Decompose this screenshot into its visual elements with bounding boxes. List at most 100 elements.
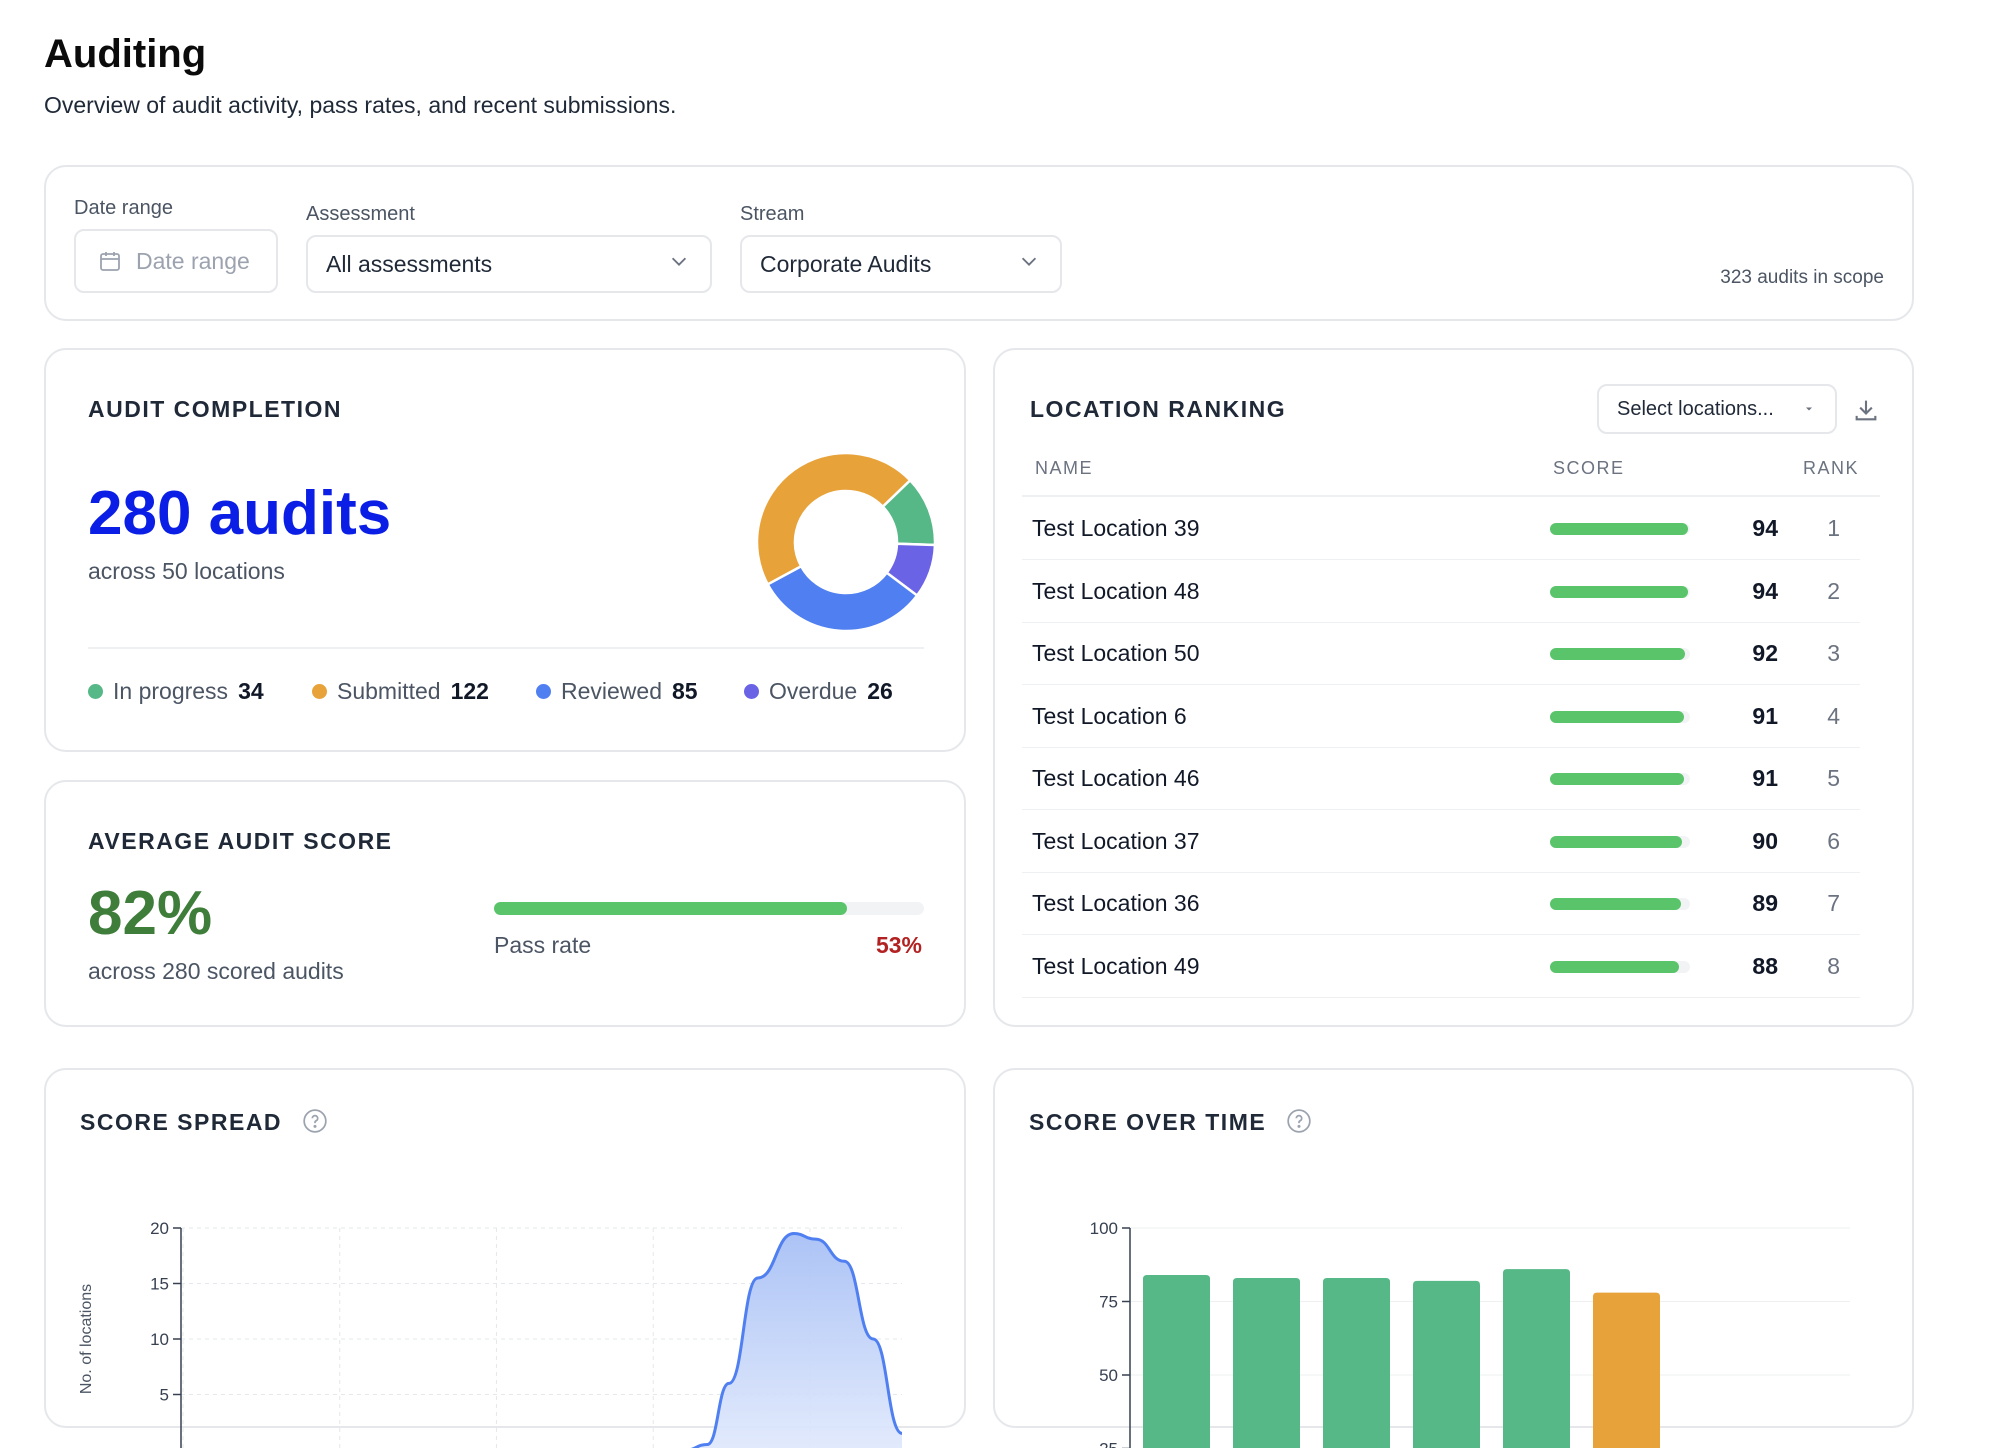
legend-dot [312,684,327,699]
location-name: Test Location 50 [1032,640,1200,667]
average-score-value: 82% [88,878,212,949]
score-bar-fill [1550,711,1684,723]
location-score: 90 [1718,828,1778,855]
location-rank: 1 [1827,515,1840,542]
score-spread-title: SCORE SPREAD [80,1108,328,1140]
legend-label: Submitted [337,678,441,705]
score-over-time-title: SCORE OVER TIME [1029,1108,1312,1140]
legend-value: 34 [238,678,264,705]
y-tick-label: 25 [1099,1440,1118,1448]
y-tick-label: 20 [150,1219,169,1238]
location-score: 92 [1718,640,1778,667]
y-tick-label: 10 [150,1330,169,1349]
score-bar-fill [1550,773,1684,785]
date-range-label: Date range [74,197,173,220]
score-bar[interactable] [1233,1278,1300,1448]
score-spread-title-text: SCORE SPREAD [80,1109,282,1135]
score-bar-fill [1550,836,1682,848]
score-bar-fill [1550,648,1685,660]
score-bar[interactable] [1323,1278,1390,1448]
audit-count-sub: across 50 locations [88,558,285,585]
location-name: Test Location 37 [1032,828,1200,855]
legend-value: 85 [672,678,698,705]
location-rank: 7 [1827,890,1840,917]
assessment-label: Assessment [306,203,415,226]
score-bar[interactable] [1503,1269,1570,1448]
legend-reviewed: Reviewed 85 [536,678,698,705]
score-bar-track [1550,711,1690,723]
score-over-time-title-text: SCORE OVER TIME [1029,1109,1266,1135]
score-over-time-chart: 100755025 [995,1148,1912,1448]
location-rank: 6 [1827,828,1840,855]
score-bar-track [1550,961,1690,973]
legend-submitted: Submitted 122 [312,678,489,705]
select-locations-dropdown[interactable]: Select locations... [1597,384,1837,434]
score-bar-track [1550,586,1690,598]
location-name: Test Location 49 [1032,953,1200,980]
location-rank: 4 [1827,703,1840,730]
score-bar-fill [1550,961,1679,973]
location-score: 94 [1718,515,1778,542]
score-bar-track [1550,773,1690,785]
y-tick-label: 5 [160,1386,169,1405]
legend-in-progress: In progress 34 [88,678,264,705]
score-bar-track [1550,648,1690,660]
divider [88,647,924,649]
stream-value: Corporate Audits [760,251,931,278]
location-rank: 2 [1827,578,1840,605]
chevron-down-icon [668,250,690,278]
help-icon[interactable] [1286,1108,1312,1140]
legend-label: In progress [113,678,228,705]
location-rank: 3 [1827,640,1840,667]
pass-rate-value: 53% [876,932,922,959]
pass-rate-label: Pass rate [494,932,591,959]
ranking-row[interactable]: Test Location 36 89 7 [1022,872,1860,935]
legend-label: Overdue [769,678,857,705]
ranking-header-name: NAME [1035,458,1093,479]
ranking-row[interactable]: Test Location 48 94 2 [1022,560,1860,623]
stream-select[interactable]: Corporate Audits [740,235,1062,293]
score-bar[interactable] [1413,1281,1480,1448]
date-range-picker[interactable]: Date range [74,229,278,293]
donut-slice-submitted[interactable] [757,453,910,584]
ranking-row[interactable]: Test Location 37 90 6 [1022,810,1860,873]
scope-count: 323 audits in scope [1720,267,1884,289]
select-locations-placeholder: Select locations... [1617,398,1774,421]
audit-completion-card: AUDIT COMPLETION 280 audits across 50 lo… [44,348,966,752]
score-bar[interactable] [1593,1293,1660,1448]
location-rank: 5 [1827,765,1840,792]
location-name: Test Location 48 [1032,578,1200,605]
pass-rate-track [494,902,924,915]
location-name: Test Location 36 [1032,890,1200,917]
score-bar-track [1550,898,1690,910]
assessment-value: All assessments [326,251,492,278]
page-subtitle: Overview of audit activity, pass rates, … [44,92,676,119]
assessment-select[interactable]: All assessments [306,235,712,293]
score-bar-fill [1550,586,1688,598]
location-score: 91 [1718,703,1778,730]
location-rank: 8 [1827,953,1840,980]
location-name: Test Location 46 [1032,765,1200,792]
legend-dot [744,684,759,699]
download-icon[interactable] [1852,396,1880,424]
audit-count: 280 audits [88,478,391,549]
average-score-sub: across 280 scored audits [88,958,344,985]
audit-completion-title: AUDIT COMPLETION [88,396,342,423]
ranking-header-rank: RANK [1803,458,1859,479]
location-score: 89 [1718,890,1778,917]
location-score: 94 [1718,578,1778,605]
score-bar[interactable] [1143,1275,1210,1448]
score-bar-fill [1550,523,1688,535]
legend-value: 26 [867,678,893,705]
help-icon[interactable] [302,1108,328,1140]
location-score: 91 [1718,765,1778,792]
ranking-row[interactable]: Test Location 46 91 5 [1022,747,1860,810]
ranking-row[interactable]: Test Location 50 92 3 [1022,622,1860,685]
legend-overdue: Overdue 26 [744,678,893,705]
average-score-title: AVERAGE AUDIT SCORE [88,828,393,855]
